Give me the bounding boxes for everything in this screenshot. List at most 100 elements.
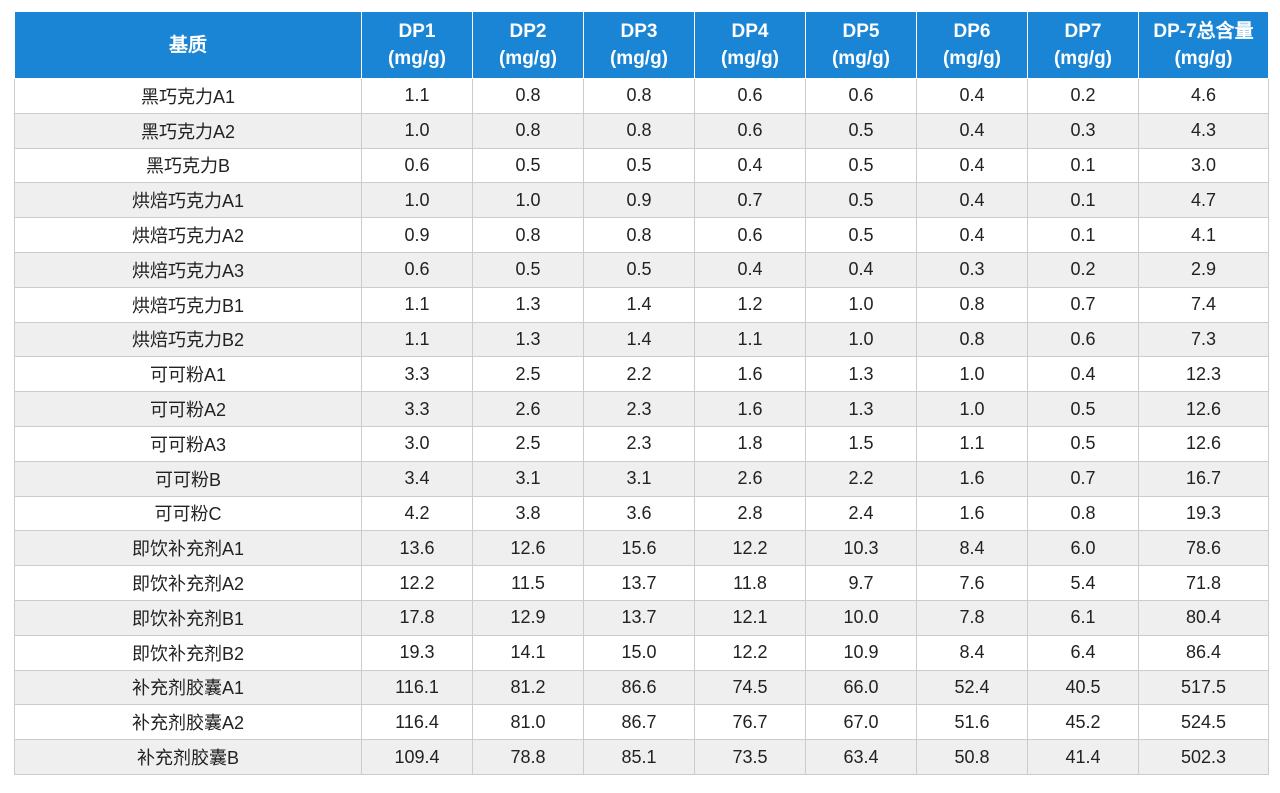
table-row: 烘焙巧克力A1 1.0 1.0 0.9 0.7 0.5 0.4 0.1 4.7 <box>14 182 1269 219</box>
value-cell: 74.5 <box>694 669 806 706</box>
value-cell: 0.4 <box>1027 356 1139 393</box>
data-table: 基质 DP1 (mg/g) DP2 (mg/g) DP3 (mg/g) DP4 (mg/g) DP… <box>14 11 1269 775</box>
column-header-unit: (mg/g) <box>831 48 891 69</box>
value-cell: 0.8 <box>472 217 584 253</box>
column-header-name: DP5 <box>842 21 880 42</box>
value-cell: 0.8 <box>1027 495 1139 532</box>
value-cell: 0.8 <box>583 112 695 149</box>
value-cell: 1.3 <box>805 391 917 427</box>
value-cell: 67.0 <box>805 704 917 741</box>
value-cell: 0.6 <box>805 78 917 114</box>
value-cell: 81.2 <box>472 669 584 706</box>
value-cell: 1.4 <box>583 286 695 323</box>
matrix-cell: 即饮补充剂B1 <box>14 599 362 636</box>
matrix-cell: 即饮补充剂A2 <box>14 565 362 601</box>
value-cell: 0.6 <box>361 147 473 184</box>
table-row: 可可粉A2 3.3 2.6 2.3 1.6 1.3 1.0 0.5 12.6 <box>14 391 1269 427</box>
value-cell: 78.6 <box>1138 530 1269 567</box>
column-header-unit: (mg/g) <box>720 48 780 69</box>
value-cell: 1.1 <box>694 321 806 358</box>
value-cell: 2.5 <box>472 425 584 462</box>
value-cell: 1.8 <box>694 425 806 462</box>
value-cell: 2.2 <box>805 460 917 497</box>
value-cell: 1.6 <box>916 460 1028 497</box>
value-cell: 15.0 <box>583 634 695 671</box>
column-header-unit: (mg/g) <box>1174 48 1233 69</box>
value-cell: 41.4 <box>1027 739 1139 775</box>
value-cell: 0.4 <box>805 251 917 288</box>
value-cell: 3.4 <box>361 460 473 497</box>
value-cell: 86.4 <box>1138 634 1269 671</box>
value-cell: 2.4 <box>805 495 917 532</box>
value-cell: 1.6 <box>694 391 806 427</box>
column-header-unit: (mg/g) <box>609 48 669 69</box>
value-cell: 0.5 <box>805 217 917 253</box>
column-header-name: DP3 <box>620 21 658 42</box>
value-cell: 9.7 <box>805 565 917 601</box>
column-header-name: DP7 <box>1064 21 1102 42</box>
matrix-cell: 烘焙巧克力B1 <box>14 286 362 323</box>
header-row: 基质 DP1 (mg/g) DP2 (mg/g) DP3 (mg/g) DP4 (mg/g) DP… <box>14 11 1269 79</box>
table-row: 即饮补充剂A1 13.6 12.6 15.6 12.2 10.3 8.4 6.0 78.6 <box>14 530 1269 567</box>
value-cell: 1.3 <box>472 286 584 323</box>
value-cell: 0.4 <box>916 182 1028 219</box>
matrix-cell: 黑巧克力A1 <box>14 78 362 114</box>
column-header: DP6 (mg/g) <box>916 11 1028 79</box>
value-cell: 0.6 <box>1027 321 1139 358</box>
value-cell: 7.6 <box>916 565 1028 601</box>
value-cell: 86.6 <box>583 669 695 706</box>
value-cell: 0.8 <box>472 78 584 114</box>
value-cell: 1.1 <box>361 78 473 114</box>
value-cell: 0.5 <box>583 251 695 288</box>
value-cell: 13.7 <box>583 565 695 601</box>
value-cell: 116.4 <box>361 704 473 741</box>
value-cell: 1.3 <box>472 321 584 358</box>
column-header-unit: (mg/g) <box>387 48 447 69</box>
table-row: 可可粉A3 3.0 2.5 2.3 1.8 1.5 1.1 0.5 12.6 <box>14 425 1269 462</box>
value-cell: 1.0 <box>472 182 584 219</box>
value-cell: 12.2 <box>694 634 806 671</box>
value-cell: 1.1 <box>361 286 473 323</box>
column-header-unit: (mg/g) <box>498 48 558 69</box>
value-cell: 6.0 <box>1027 530 1139 567</box>
value-cell: 3.1 <box>472 460 584 497</box>
matrix-cell: 补充剂胶囊A2 <box>14 704 362 741</box>
value-cell: 45.2 <box>1027 704 1139 741</box>
value-cell: 10.9 <box>805 634 917 671</box>
value-cell: 85.1 <box>583 739 695 775</box>
column-header: DP7 (mg/g) <box>1027 11 1139 79</box>
column-header-name: DP-7总含量 <box>1153 21 1254 42</box>
value-cell: 12.6 <box>472 530 584 567</box>
value-cell: 12.1 <box>694 599 806 636</box>
column-header: DP5 (mg/g) <box>805 11 917 79</box>
value-cell: 0.5 <box>805 182 917 219</box>
value-cell: 71.8 <box>1138 565 1269 601</box>
matrix-cell: 即饮补充剂B2 <box>14 634 362 671</box>
matrix-cell: 可可粉A2 <box>14 391 362 427</box>
value-cell: 16.7 <box>1138 460 1269 497</box>
matrix-cell: 黑巧克力B <box>14 147 362 184</box>
table-row: 即饮补充剂B2 19.3 14.1 15.0 12.2 10.9 8.4 6.4 86.4 <box>14 634 1269 671</box>
value-cell: 0.4 <box>916 78 1028 114</box>
value-cell: 81.0 <box>472 704 584 741</box>
value-cell: 80.4 <box>1138 599 1269 636</box>
value-cell: 1.3 <box>805 356 917 393</box>
matrix-cell: 可可粉C <box>14 495 362 532</box>
value-cell: 0.5 <box>1027 425 1139 462</box>
matrix-cell: 即饮补充剂A1 <box>14 530 362 567</box>
value-cell: 5.4 <box>1027 565 1139 601</box>
value-cell: 3.0 <box>1138 147 1269 184</box>
table-header: 基质 DP1 (mg/g) DP2 (mg/g) DP3 (mg/g) DP4 (mg/g) DP… <box>14 11 1269 79</box>
table-row: 可可粉A1 3.3 2.5 2.2 1.6 1.3 1.0 0.4 12.3 <box>14 356 1269 393</box>
value-cell: 0.4 <box>916 147 1028 184</box>
value-cell: 1.0 <box>361 112 473 149</box>
value-cell: 12.2 <box>361 565 473 601</box>
matrix-cell: 烘焙巧克力A3 <box>14 251 362 288</box>
value-cell: 15.6 <box>583 530 695 567</box>
value-cell: 6.4 <box>1027 634 1139 671</box>
value-cell: 50.8 <box>916 739 1028 775</box>
table-body: 黑巧克力A1 1.1 0.8 0.8 0.6 0.6 0.4 0.2 4.6 黑巧克力A2 1.0 0… <box>14 78 1269 775</box>
value-cell: 0.7 <box>694 182 806 219</box>
matrix-cell: 烘焙巧克力A2 <box>14 217 362 253</box>
value-cell: 2.3 <box>583 425 695 462</box>
